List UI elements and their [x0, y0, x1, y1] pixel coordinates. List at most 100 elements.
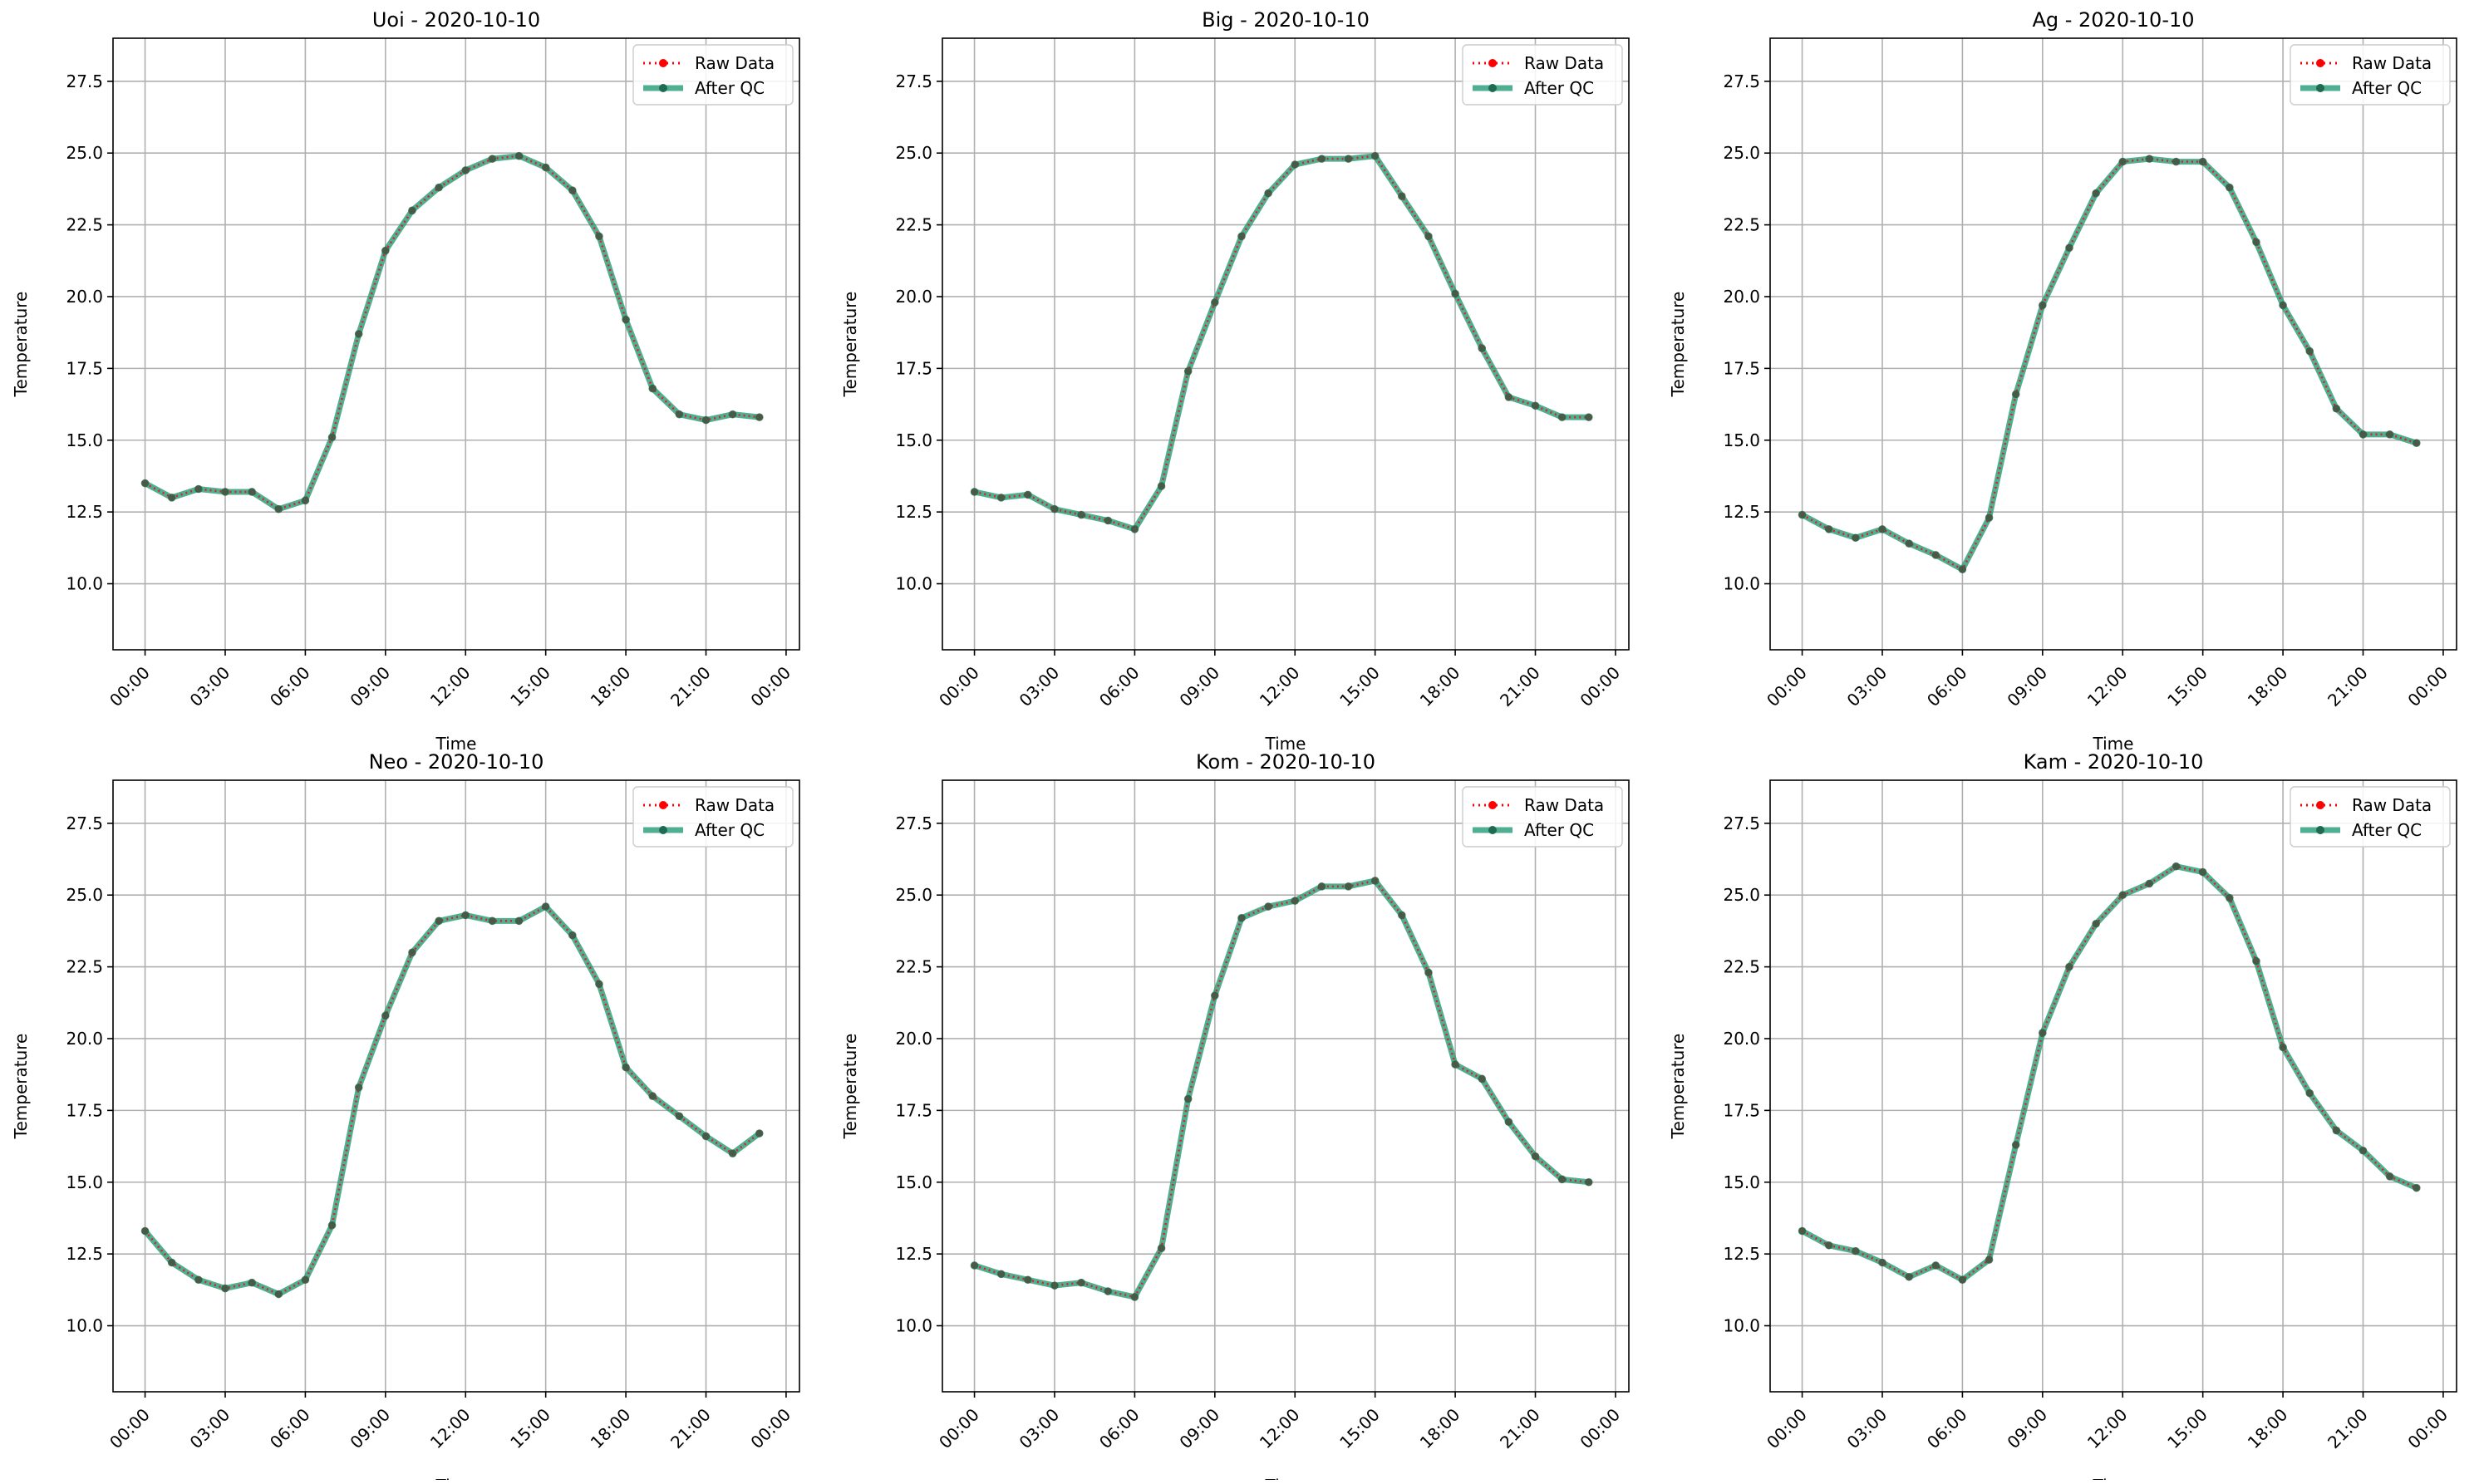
- after-qc-point: [2172, 862, 2181, 871]
- legend-label-raw-data: Raw Data: [2352, 795, 2432, 815]
- x-axis-label: Time: [1265, 1476, 1306, 1480]
- y-tick-label: 27.5: [66, 71, 103, 91]
- y-tick-label: 15.0: [66, 1172, 103, 1192]
- y-tick-label: 15.0: [895, 1172, 932, 1192]
- after-qc-point: [1024, 490, 1032, 499]
- after-qc-point: [274, 504, 283, 514]
- y-tick-label: 15.0: [66, 430, 103, 450]
- y-axis-label: Temperature: [840, 292, 860, 398]
- after-qc-point: [167, 494, 176, 502]
- y-tick-label: 17.5: [66, 1100, 103, 1120]
- x-tick-label: 00:00: [2403, 662, 2452, 710]
- after-qc-point: [595, 980, 603, 989]
- x-tick-label: 06:00: [1923, 662, 1971, 710]
- y-tick-label: 25.0: [66, 885, 103, 905]
- after-qc-point: [1317, 155, 1326, 163]
- after-qc-point: [194, 484, 203, 494]
- y-tick-label: 17.5: [1723, 358, 1760, 378]
- after-qc-point: [2279, 301, 2287, 310]
- y-tick-label: 12.5: [895, 1244, 932, 1264]
- after-qc-point: [2118, 891, 2127, 900]
- x-tick-label: 09:00: [2003, 662, 2051, 710]
- after-qc-point: [2279, 1043, 2287, 1052]
- after-qc-point: [1905, 539, 1913, 548]
- after-qc-point: [1824, 1241, 1833, 1250]
- after-qc-point: [1398, 192, 1406, 200]
- chart-title: Neo - 2020-10-10: [369, 750, 544, 774]
- x-tick-label: 06:00: [1095, 662, 1144, 710]
- x-tick-label: 15:00: [2163, 662, 2211, 710]
- after-qc-point: [1504, 1118, 1513, 1126]
- x-tick-label: 00:00: [935, 1404, 983, 1452]
- after-qc-point: [2358, 1146, 2368, 1155]
- after-qc-point: [1024, 1275, 1032, 1285]
- series-line-after-qc: [1799, 155, 2420, 572]
- legend-label-raw-data: Raw Data: [2352, 53, 2432, 73]
- chart-title: Kam - 2020-10-10: [2024, 750, 2204, 774]
- series-line-after-qc: [1799, 863, 2420, 1283]
- series-line-after-qc: [971, 153, 1592, 533]
- plot-frame: [1769, 37, 2457, 651]
- after-qc-point: [2039, 1029, 2047, 1037]
- x-tick-label: 18:00: [587, 662, 635, 710]
- y-tick-label: 27.5: [1723, 71, 1760, 91]
- after-qc-point: [327, 1221, 337, 1230]
- legend-label-after-qc: After QC: [2352, 78, 2422, 98]
- after-qc-point: [1504, 393, 1513, 401]
- x-tick-label: 18:00: [2244, 662, 2292, 710]
- y-tick-label: 25.0: [1723, 885, 1760, 905]
- series-line-raw-data: [1801, 865, 2418, 1281]
- chart-panel-2: 00:00 03:00 06:00 09:00 12:00 15:00 18:00 21:00…: [840, 8, 1630, 754]
- legend-marker-after-qc: [1488, 826, 1497, 834]
- y-tick-label: 12.5: [1723, 1244, 1760, 1264]
- after-qc-point: [541, 163, 550, 172]
- x-tick-label: 03:00: [186, 1404, 234, 1452]
- x-tick-label: 09:00: [2003, 1404, 2051, 1452]
- after-qc-point: [1398, 911, 1406, 920]
- y-tick-label: 17.5: [1723, 1100, 1760, 1120]
- after-qc-point: [648, 1092, 657, 1100]
- y-tick-label: 20.0: [895, 1029, 932, 1049]
- x-tick-label: 12:00: [1256, 662, 1304, 710]
- x-tick-label: 03:00: [1016, 662, 1064, 710]
- x-tick-label: 09:00: [1175, 1404, 1223, 1452]
- after-qc-point: [354, 330, 363, 338]
- legend-label-after-qc: After QC: [695, 820, 765, 840]
- y-tick-label: 15.0: [1723, 430, 1760, 450]
- x-tick-label: 15:00: [1335, 1404, 1384, 1452]
- after-qc-point: [1157, 1244, 1166, 1253]
- after-qc-point: [1824, 525, 1833, 533]
- series-line-raw-data: [144, 905, 760, 1295]
- y-tick-label: 25.0: [895, 143, 932, 163]
- y-tick-label: 10.0: [1723, 1316, 1760, 1336]
- y-tick-label: 12.5: [895, 502, 932, 522]
- x-tick-label: 21:00: [1496, 1404, 1544, 1452]
- after-qc-point: [381, 246, 390, 255]
- y-tick-label: 27.5: [1723, 813, 1760, 833]
- after-qc-point: [1104, 516, 1113, 525]
- after-qc-point: [1183, 367, 1193, 376]
- after-qc-point: [1130, 1293, 1139, 1301]
- after-qc-point: [2305, 346, 2314, 356]
- after-qc-point: [1291, 160, 1300, 169]
- x-tick-label: 09:00: [346, 1404, 394, 1452]
- after-qc-point: [1211, 298, 1219, 307]
- y-tick-label: 17.5: [66, 358, 103, 378]
- after-qc-point: [568, 931, 577, 940]
- after-qc-point: [675, 410, 684, 419]
- legend: Raw Data After QC: [2290, 44, 2451, 106]
- legend: Raw Data After QC: [2290, 786, 2451, 848]
- x-tick-label: 06:00: [1095, 1404, 1144, 1452]
- after-qc-point: [2145, 879, 2154, 888]
- legend-label-raw-data: Raw Data: [1524, 53, 1604, 73]
- x-tick-label: 12:00: [2083, 1404, 2132, 1452]
- after-qc-point: [1878, 525, 1886, 533]
- after-qc-point: [2252, 956, 2260, 966]
- after-qc-point: [1344, 155, 1353, 163]
- after-qc-point: [1931, 551, 1940, 559]
- after-qc-point: [488, 155, 497, 163]
- after-qc-point: [1237, 914, 1246, 922]
- after-qc-point: [2039, 301, 2047, 310]
- after-qc-point: [1878, 1258, 1886, 1267]
- legend-marker-raw-data: [1488, 801, 1497, 809]
